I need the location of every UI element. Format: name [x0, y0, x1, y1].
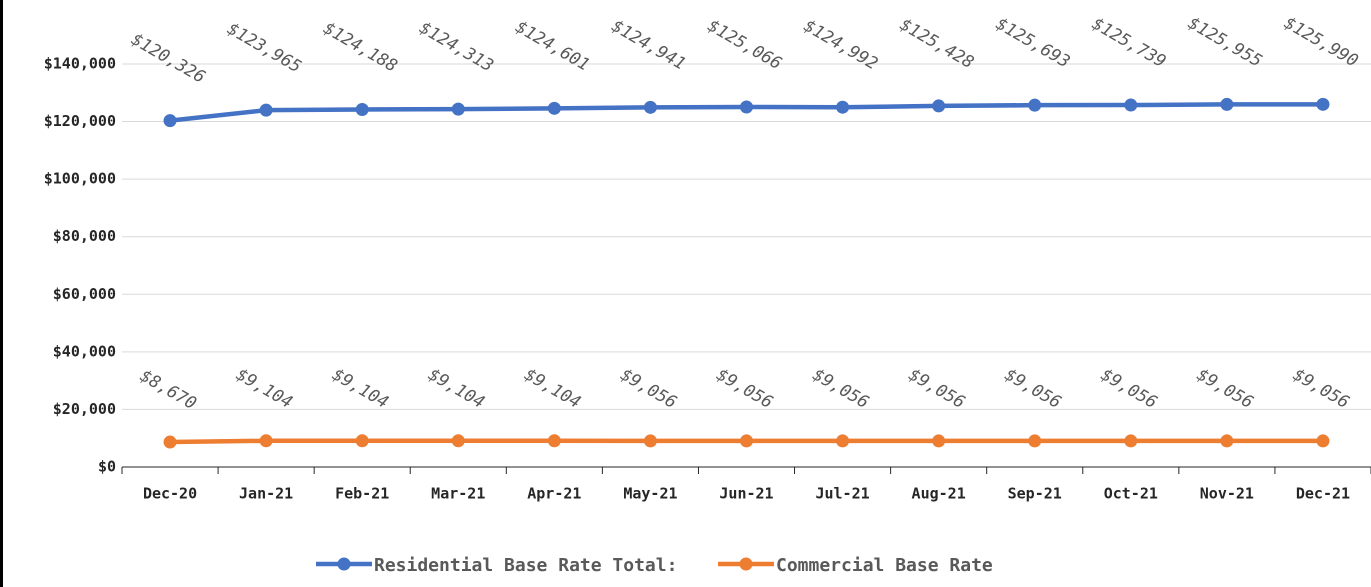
legend-label: Residential Base Rate Total:	[374, 555, 677, 576]
point	[547, 101, 561, 115]
point	[836, 100, 850, 114]
value-label: $124,941	[608, 16, 689, 74]
point	[643, 434, 657, 448]
value-label: $9,056	[617, 365, 680, 413]
x-tick-label: Nov-21	[1200, 485, 1254, 503]
point	[1028, 98, 1042, 112]
point	[451, 434, 465, 448]
legend-marker	[739, 557, 753, 571]
value-label: $9,056	[1193, 365, 1256, 413]
value-label: $125,990	[1281, 13, 1362, 71]
x-tick-label: Feb-21	[335, 485, 389, 503]
value-label: $125,066	[704, 16, 785, 74]
point	[1124, 98, 1138, 112]
point	[259, 103, 273, 117]
y-tick-label: $0	[98, 458, 116, 476]
point	[163, 114, 177, 128]
y-tick-label: $140,000	[44, 54, 116, 72]
point	[643, 100, 657, 114]
value-label: $9,056	[1097, 365, 1160, 413]
value-label: $125,739	[1088, 14, 1169, 72]
value-label: $9,104	[425, 365, 488, 413]
point	[1124, 434, 1138, 448]
x-tick-label: Dec-20	[143, 485, 197, 503]
point	[355, 434, 369, 448]
value-label: $124,992	[800, 16, 881, 74]
point	[932, 434, 946, 448]
x-tick-label: Aug-21	[912, 485, 966, 503]
y-tick-label: $120,000	[44, 112, 116, 130]
y-tick-label: $40,000	[53, 342, 116, 360]
value-label: $120,326	[128, 29, 209, 87]
value-label: $9,104	[329, 365, 392, 413]
value-label: $125,955	[1184, 13, 1265, 71]
value-label: $9,056	[1289, 365, 1352, 413]
value-label: $124,601	[512, 17, 593, 75]
point	[740, 434, 753, 448]
legend-label: Commercial Base Rate	[776, 555, 993, 576]
point	[836, 434, 850, 448]
value-label: $8,670	[136, 366, 199, 414]
point	[163, 435, 177, 449]
point	[932, 99, 946, 113]
point	[355, 103, 369, 117]
point	[259, 434, 273, 448]
point	[1028, 434, 1042, 448]
y-tick-label: $60,000	[53, 285, 116, 303]
value-label: $9,056	[905, 365, 968, 413]
value-label: $9,104	[521, 365, 584, 413]
point	[451, 102, 465, 116]
value-label: $9,056	[713, 365, 776, 413]
x-tick-label: Apr-21	[527, 485, 581, 503]
point	[1316, 434, 1330, 448]
value-label: $124,313	[416, 18, 497, 76]
x-tick-label: Mar-21	[431, 485, 485, 503]
point	[740, 100, 753, 114]
value-label: $123,965	[224, 19, 305, 77]
value-label: $124,188	[320, 18, 401, 76]
x-tick-label: Sep-21	[1008, 485, 1062, 503]
y-tick-label: $80,000	[53, 227, 116, 245]
y-tick-label: $100,000	[44, 170, 116, 188]
y-tick-label: $20,000	[53, 400, 116, 418]
x-tick-label: Jan-21	[239, 485, 293, 503]
legend-marker	[337, 557, 351, 571]
point	[547, 434, 561, 448]
point	[1220, 434, 1234, 448]
x-tick-label: May-21	[623, 485, 677, 503]
value-label: $9,104	[233, 365, 296, 413]
x-tick-label: Jul-21	[815, 485, 869, 503]
value-label: $9,056	[809, 365, 872, 413]
x-tick-label: Jun-21	[719, 485, 773, 503]
point	[1220, 97, 1234, 111]
value-label: $9,056	[1001, 365, 1064, 413]
x-tick-label: Oct-21	[1104, 485, 1158, 503]
point	[1316, 97, 1330, 111]
x-tick-label: Dec-21	[1296, 485, 1350, 503]
